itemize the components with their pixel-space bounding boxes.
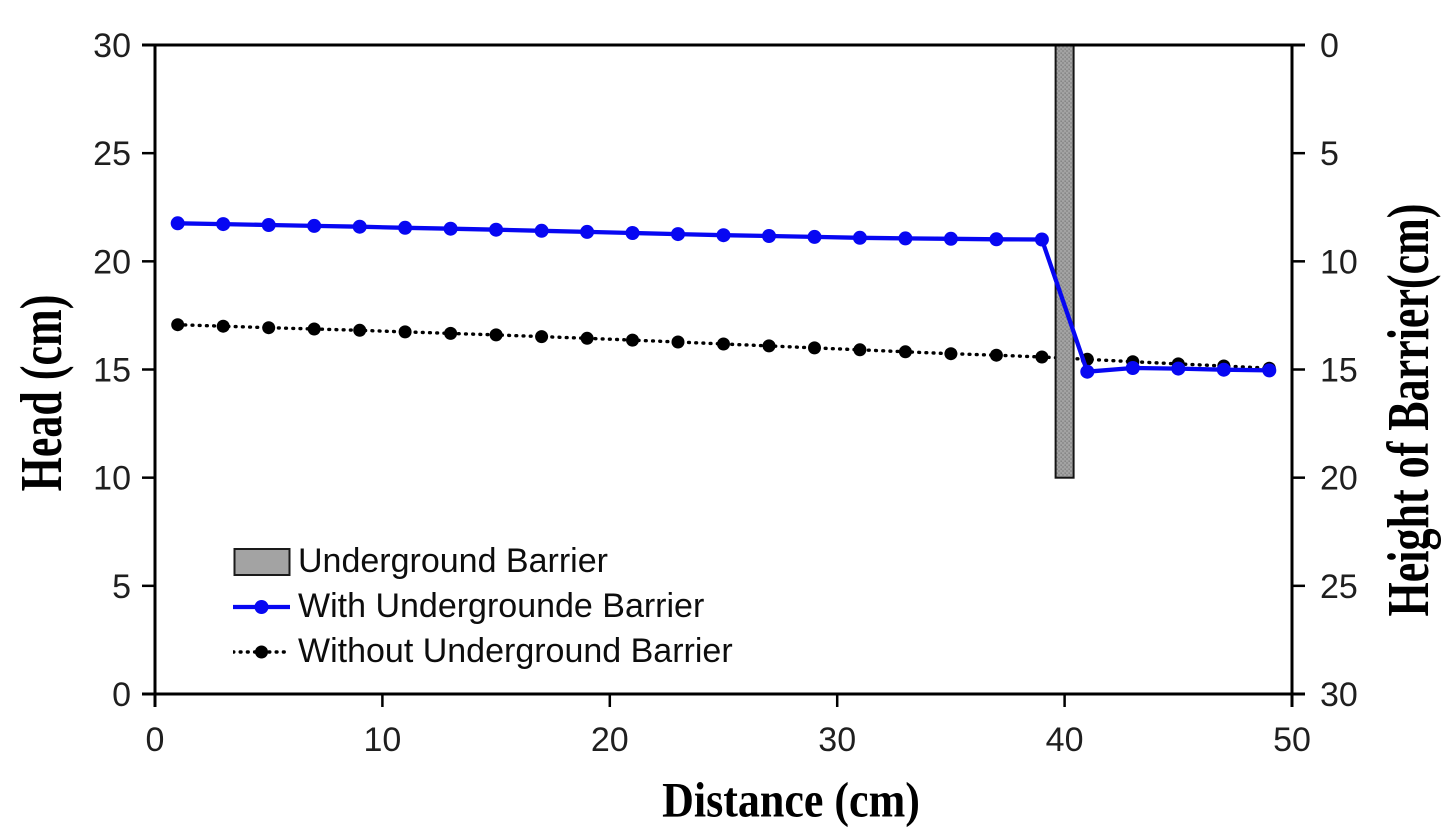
x-axis-title: Distance (cm) — [662, 773, 920, 828]
series-with-barrier-marker — [898, 231, 913, 246]
y-right-tick-label: 25 — [1320, 568, 1358, 606]
series-with-barrier-marker — [443, 221, 458, 236]
series-without-barrier-marker — [262, 321, 276, 335]
y-left-tick-label: 10 — [93, 460, 131, 498]
series-without-barrier-marker — [808, 341, 821, 355]
series-without-barrier-marker — [171, 318, 185, 332]
series-without-barrier-marker — [307, 322, 321, 336]
x-tick-label: 40 — [1046, 721, 1084, 759]
series-with-barrier-marker — [1034, 232, 1049, 247]
series-without-barrier-marker — [535, 330, 549, 344]
series-with-barrier-marker — [1262, 363, 1277, 378]
series-with-barrier-marker — [852, 230, 867, 245]
series-without-barrier-marker — [216, 319, 230, 333]
legend: Underground Barrier With Undergrounde Ba… — [233, 539, 733, 674]
series-without-barrier-marker — [398, 325, 412, 339]
series-with-barrier-marker — [671, 227, 685, 242]
series-with-barrier-marker — [580, 224, 595, 239]
y-left-tick-label: 15 — [93, 352, 131, 390]
y-right-tick-label: 5 — [1320, 135, 1339, 173]
series-with-barrier-marker — [1125, 361, 1140, 375]
legend-item-without-barrier: Without Underground Barrier — [233, 629, 733, 674]
y-left-tick-label: 30 — [93, 27, 131, 65]
legend-swatch-dotted-line-icon — [233, 645, 292, 658]
series-with-barrier-marker — [489, 222, 504, 237]
legend-label-without-barrier: Without Underground Barrier — [298, 632, 733, 670]
y-right-tick-label: 15 — [1320, 352, 1358, 390]
y-left-tick-label: 25 — [93, 135, 131, 173]
series-with-barrier-marker — [716, 228, 731, 243]
series-without-barrier-marker — [1035, 350, 1049, 364]
series-with-barrier-marker — [534, 223, 549, 238]
y-left-tick-label: 0 — [112, 676, 131, 714]
series-with-barrier-marker — [307, 218, 322, 233]
legend-item-with-barrier: With Undergrounde Barrier — [233, 584, 733, 629]
series-without-barrier-marker — [762, 339, 776, 353]
y-right-tick-label: 10 — [1320, 243, 1358, 281]
series-without-barrier-marker — [671, 335, 685, 349]
series-with-barrier-marker — [625, 226, 640, 240]
legend-label-with-barrier: With Undergrounde Barrier — [298, 587, 705, 625]
x-tick-label: 50 — [1273, 721, 1311, 759]
x-tick-label: 30 — [818, 721, 856, 759]
series-with-barrier-marker — [398, 220, 413, 235]
series-without-barrier-marker — [626, 333, 639, 347]
x-tick-label: 0 — [146, 721, 165, 759]
y-axis-title-right: Height of Barrier(cm) — [1375, 203, 1442, 617]
series-without-barrier-marker — [989, 348, 1003, 362]
barrier-bar — [1054, 44, 1075, 479]
y-right-tick-label: 20 — [1320, 460, 1358, 498]
x-tick-label: 10 — [363, 721, 401, 759]
legend-item-underground-barrier: Underground Barrier — [233, 539, 733, 584]
series-with-barrier-marker — [807, 229, 822, 244]
legend-label-underground-barrier: Underground Barrier — [298, 542, 608, 580]
series-with-barrier-marker — [216, 217, 231, 232]
series-without-barrier-marker — [853, 343, 867, 357]
series-with-barrier-marker — [1216, 362, 1231, 377]
x-tick-label: 20 — [591, 721, 629, 759]
series-with-barrier-marker — [762, 229, 776, 243]
series-without-barrier-marker — [353, 323, 367, 337]
series-with-barrier-marker — [1171, 361, 1186, 376]
legend-swatch-bar-icon — [233, 547, 291, 576]
series-with-barrier-marker — [352, 219, 367, 234]
y-right-tick-label: 30 — [1320, 676, 1358, 714]
series-without-barrier-marker — [898, 345, 912, 359]
series-with-barrier-marker — [943, 231, 958, 246]
y-axis-title-left: Head (cm) — [8, 294, 75, 492]
y-left-tick-label: 20 — [93, 243, 131, 281]
series-without-barrier-marker — [580, 331, 594, 345]
series-without-barrier-marker — [717, 337, 730, 351]
series-without-barrier-marker — [489, 328, 503, 342]
series-with-barrier-marker — [170, 216, 185, 231]
series-without-barrier-marker — [944, 347, 958, 361]
series-without-barrier-marker — [444, 326, 458, 340]
legend-swatch-solid-line-icon — [233, 599, 290, 614]
series-with-barrier-marker — [261, 218, 276, 232]
y-left-tick-label: 5 — [112, 568, 131, 606]
series-with-barrier-marker — [1080, 364, 1095, 379]
y-right-tick-label: 0 — [1320, 27, 1339, 65]
series-with-barrier-marker — [989, 232, 1004, 247]
